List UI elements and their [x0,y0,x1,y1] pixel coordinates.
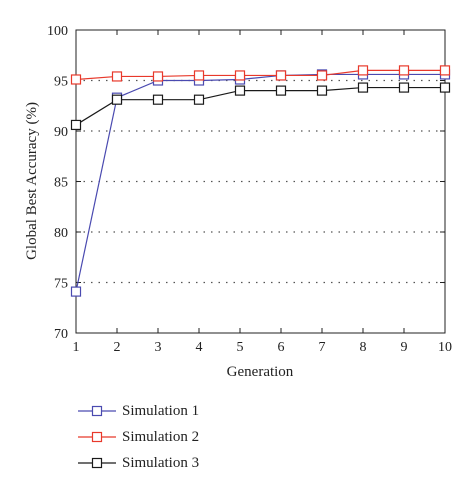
y-tick-label: 70 [54,327,68,342]
x-tick-label: 9 [401,340,408,355]
series-2-point [234,70,246,81]
x-axis-label: Generation [227,364,294,380]
x-axis-ticks: 1 2 3 4 5 6 7 8 9 10 [73,30,452,355]
y-axis-label: Global Best Accuracy (%) [24,102,40,260]
series-1-line [75,73,445,292]
series-2-point [357,65,369,76]
x-tick-label: 8 [360,340,367,355]
series-group [70,65,451,297]
series-2-point [316,70,328,81]
series-3-point [70,119,82,131]
y-tick-label: 80 [54,226,68,241]
legend-item-simulation-2: Simulation 2 [78,424,199,450]
series-3-point [316,85,328,96]
legend-item-simulation-1: Simulation 1 [78,398,199,424]
legend-swatch-simulation-3 [78,457,116,469]
x-tick-label: 2 [114,340,121,355]
legend-swatch-simulation-2 [78,431,116,443]
series-3-point [234,85,246,96]
series-2-point [275,70,287,81]
x-tick-label: 3 [155,340,162,355]
y-tick-label: 90 [54,125,68,140]
series-2-point [193,70,205,81]
x-tick-label: 10 [438,340,452,355]
legend-swatch-simulation-1 [78,405,116,417]
legend-label-simulation-1: Simulation 1 [122,402,200,419]
series-3-point [111,94,123,105]
series-3-point [439,82,451,93]
y-tick-label: 95 [54,75,68,90]
grid-lines [76,79,445,284]
series-3-point [275,85,287,96]
legend: Simulation 1 Simulation 2 Simulation 3 [78,398,199,476]
series-3-point [398,82,410,93]
series-2-point [439,65,451,76]
series-2-point [152,71,164,82]
y-axis-ticks: 70 75 80 85 90 95 100 [47,24,445,342]
series-2-line [75,69,445,81]
legend-item-simulation-3: Simulation 3 [78,450,199,476]
series-2-point [398,65,410,76]
series-2-point [70,74,82,85]
series-3-point [193,94,205,105]
line-chart: 70 75 80 85 90 95 100 1 2 3 4 5 6 7 8 9 10 Generation G… [24,24,452,380]
series-3-point [152,94,164,105]
series-1-point [70,286,82,297]
legend-label-simulation-2: Simulation 2 [122,428,200,445]
x-tick-label: 1 [73,340,80,355]
series-2-point [111,71,123,82]
x-tick-label: 5 [237,340,244,355]
series-3-point [357,82,369,93]
y-tick-label: 100 [47,24,68,39]
legend-label-simulation-3: Simulation 3 [122,454,200,471]
series-3-line [75,86,445,126]
y-tick-label: 85 [54,176,68,191]
y-tick-label: 75 [54,277,68,292]
x-tick-label: 4 [196,340,203,355]
x-tick-label: 6 [278,340,285,355]
x-tick-label: 7 [319,340,326,355]
